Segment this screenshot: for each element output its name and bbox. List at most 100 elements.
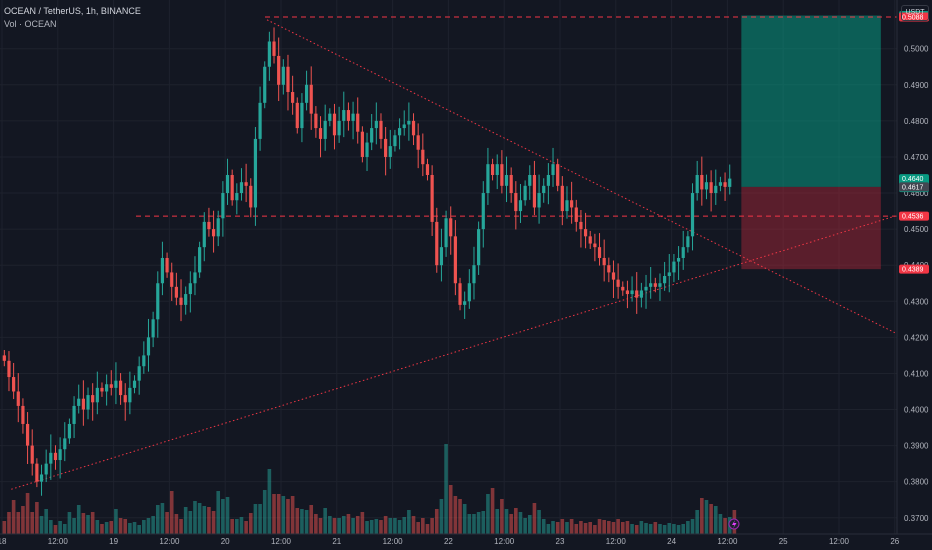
candle-body: [639, 290, 643, 298]
trendlines[interactable]: [11, 19, 896, 490]
candle-body: [667, 272, 671, 277]
candle-body: [198, 247, 202, 273]
candle-body: [105, 384, 109, 392]
horizontal-levels[interactable]: [136, 16, 897, 217]
volume-bar: [11, 500, 16, 534]
volume-bar: [639, 521, 644, 534]
volume-bar: [620, 522, 625, 534]
candle-body: [100, 387, 104, 392]
candle-body: [379, 120, 383, 139]
candle-body: [314, 113, 318, 129]
time-axis[interactable]: 18 12:00 19 12:00 20 12:00 21 12:00 22 12:00 23 12:…: [0, 537, 900, 546]
candle-body: [421, 149, 425, 165]
candle-body: [663, 276, 667, 284]
candle-body: [602, 257, 606, 266]
candle-body: [430, 174, 434, 222]
volume-indicator-label[interactable]: Vol · OCEAN: [4, 19, 57, 29]
candle-body: [184, 294, 188, 305]
lightning-icon[interactable]: [728, 518, 740, 530]
volume-bar: [62, 524, 67, 534]
volume-bar: [137, 525, 141, 534]
price-tick-label: 0.3700: [904, 514, 929, 523]
candle-body: [216, 218, 220, 237]
volume-bar: [179, 519, 183, 534]
volume-bar: [318, 518, 323, 534]
candle-body: [244, 182, 248, 186]
candle-body: [444, 218, 448, 248]
candle-body: [672, 261, 676, 273]
volume-bar: [672, 524, 676, 534]
volume-bar: [658, 524, 662, 534]
volume-bar: [290, 496, 295, 534]
candle-body: [686, 236, 690, 248]
volume-bar: [648, 524, 653, 534]
candle-body: [286, 66, 290, 93]
candle-body: [402, 124, 406, 129]
candle-body: [35, 463, 39, 482]
volume-bar: [35, 502, 39, 534]
volume-bar: [630, 524, 634, 534]
volume-bar: [365, 521, 369, 534]
currency-button[interactable]: USDT: [901, 5, 929, 21]
candle-body: [681, 247, 685, 258]
candle-body: [597, 247, 602, 258]
volume-bar: [7, 512, 11, 534]
volume-bar: [504, 509, 509, 534]
time-tick-label: 12:00: [717, 537, 738, 546]
volume-bar: [114, 509, 118, 534]
candle-body: [477, 229, 481, 266]
candle-body: [611, 272, 616, 280]
volume-bar: [67, 512, 72, 534]
volume-bar: [588, 522, 593, 534]
time-tick-label: 12:00: [48, 537, 69, 546]
candle-body: [165, 257, 169, 273]
candle-body: [86, 395, 90, 410]
candle-body: [658, 283, 662, 287]
candle-body: [714, 185, 718, 194]
candle-body: [160, 257, 165, 284]
time-tick-label: 12:00: [383, 537, 404, 546]
price-tick-label: 0.4200: [904, 333, 929, 342]
volume-bar: [351, 518, 355, 534]
candle-body: [207, 221, 211, 230]
position-target-zone[interactable]: [741, 15, 881, 187]
candle-body: [81, 398, 85, 410]
volume-bar: [597, 519, 602, 534]
volume-bar: [39, 516, 44, 534]
candle-body: [472, 265, 476, 284]
volume-bar: [634, 525, 639, 534]
time-tick-label: 12:00: [829, 537, 850, 546]
trendline[interactable]: [266, 19, 896, 334]
volume-bar: [690, 519, 695, 534]
candle-body: [500, 164, 504, 186]
candle-body: [570, 200, 574, 208]
candle-body: [518, 200, 523, 212]
volume-bar: [421, 518, 425, 534]
candle-body: [249, 185, 253, 208]
volume-bar: [49, 520, 53, 534]
volume-bar: [304, 510, 309, 534]
symbol-title[interactable]: OCEAN / TetherUS, 1h, BINANCE: [4, 6, 141, 16]
volume-bar: [425, 524, 430, 534]
candle-body: [188, 283, 192, 295]
candle-body: [221, 193, 225, 219]
candle-body: [193, 272, 197, 284]
candle-body: [25, 423, 30, 446]
volume-bar: [509, 514, 513, 534]
position-stop-zone[interactable]: [741, 186, 881, 270]
candle-body: [504, 174, 509, 186]
volume-bar: [565, 522, 569, 534]
time-tick-label: 21: [332, 537, 341, 546]
price-tag-label: 0.4536: [902, 214, 924, 221]
long-position-tool[interactable]: [741, 15, 881, 270]
candle-body: [174, 286, 178, 298]
candle-body: [649, 283, 653, 287]
price-tag: [899, 182, 929, 192]
volume-bar: [123, 519, 128, 534]
time-tick-label: 24: [667, 537, 676, 546]
candle-body: [388, 146, 392, 157]
price-tick-label: 0.3900: [904, 442, 929, 451]
price-tag-label: 0.4617: [902, 184, 924, 191]
volume-bar: [53, 525, 58, 534]
